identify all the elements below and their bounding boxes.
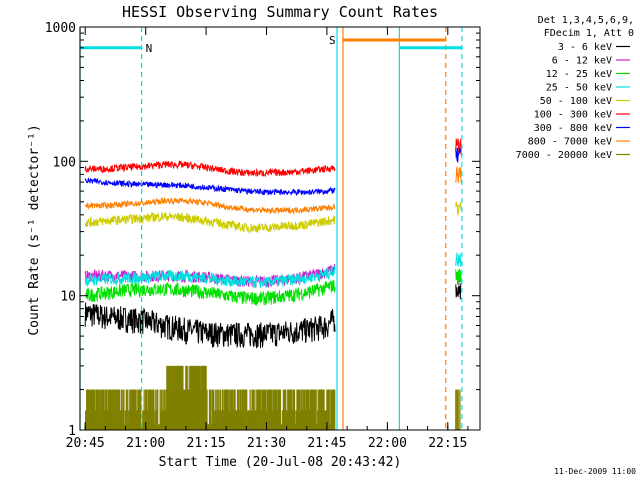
plot-frame (79, 26, 481, 431)
series-late-segment (455, 252, 462, 267)
x-axis-label: Start Time (20-Jul-08 20:43:42) (159, 455, 402, 470)
y-tick-label: 10 (60, 290, 76, 305)
y-tick-label: 1000 (45, 21, 76, 36)
series-7000-20000kev (84, 365, 461, 430)
y-tick-label: 100 (53, 155, 76, 170)
chart-title: HESSI Observing Summary Count Rates (122, 3, 438, 21)
x-tick-label: 22:00 (368, 436, 407, 451)
x-tick-label: 21:30 (247, 436, 286, 451)
series-late-segment (455, 138, 462, 156)
timestamp: 11-Dec-2009 11:00 (554, 467, 636, 476)
series-late-segment (455, 201, 462, 216)
legend: Det 1,3,4,5,6,9, FDecim 1, Att 0 3 - 6 k… (516, 15, 634, 161)
x-tick-label: 21:45 (307, 436, 346, 451)
x-tick-label: 22:15 (428, 436, 467, 451)
series-late-segment (455, 147, 462, 163)
series-line-300-800-kev (84, 177, 336, 197)
series-line-800-7000-kev (84, 196, 336, 215)
series-late-segment (455, 268, 462, 286)
series-line-100-300-kev (84, 160, 336, 178)
series-line-25-50-kev (84, 265, 336, 288)
y-tick-labels: 1 10 100 1000 (45, 21, 480, 439)
saa-flag-label: S (329, 34, 336, 47)
series-line-12-25-kev (84, 279, 336, 306)
series-late-segment (455, 165, 462, 184)
x-tick-label: 21:00 (126, 436, 165, 451)
x-tick-label: 20:45 (66, 436, 105, 451)
legend-entry-label: 25 - 50 keV (546, 83, 612, 94)
legend-header-line-2: FDecim 1, Att 0 (544, 28, 634, 39)
legend-entry-label: 50 - 100 keV (540, 96, 612, 107)
y-tick-label: 1 (68, 424, 76, 439)
legend-entry-label: 300 - 800 keV (534, 123, 612, 134)
series-late-segment (455, 283, 462, 300)
y-axis-label: Count Rate (s⁻¹ detector⁻¹) (27, 124, 42, 335)
legend-entry-label: 800 - 7000 keV (528, 137, 612, 148)
legend-entry-label: 3 - 6 keV (558, 42, 612, 53)
series-line-3-6-kev (84, 302, 336, 349)
legend-entry-label: 7000 - 20000 keV (516, 150, 612, 161)
x-tick-labels: 20:45 21:00 21:15 21:30 21:45 22:00 22:15 (66, 27, 469, 451)
legend-entry-label: 12 - 25 keV (546, 69, 612, 80)
legend-entry-label: 6 - 12 keV (552, 56, 612, 67)
night-flag-label: N (146, 42, 153, 55)
legend-header-line-1: Det 1,3,4,5,6,9, (538, 15, 634, 26)
series-line-50-100-kev (84, 211, 336, 235)
x-tick-label: 21:15 (187, 436, 226, 451)
legend-entry-label: 100 - 300 keV (534, 110, 612, 121)
plot-area: NS (79, 27, 463, 430)
